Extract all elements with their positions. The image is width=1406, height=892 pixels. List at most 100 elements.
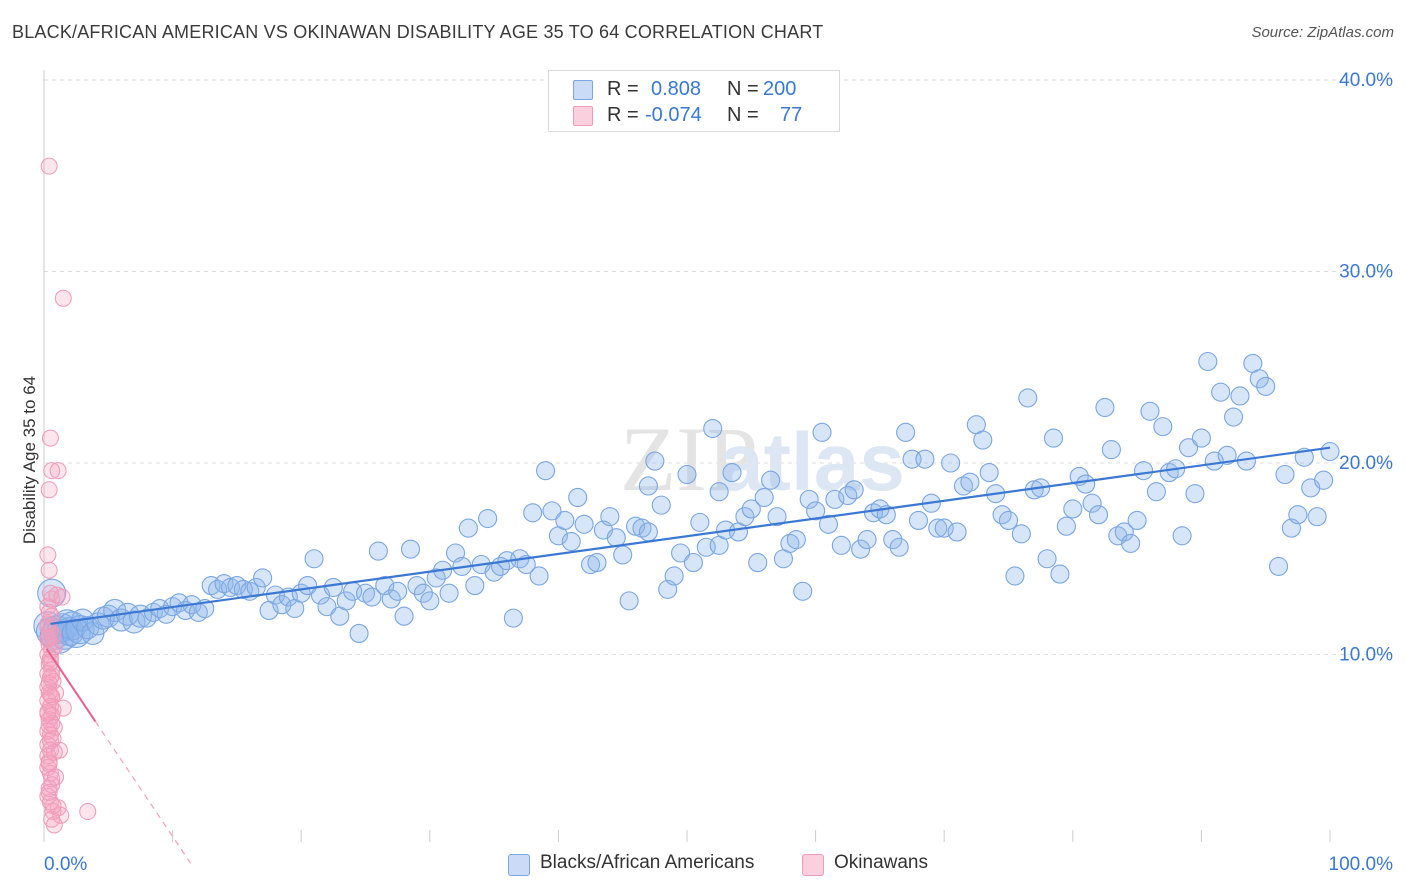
blacks-point (420, 591, 440, 611)
blacks-point (664, 566, 684, 586)
stats-legend: R = 0.808 N = 200 R = -0.074 N = 77 (548, 70, 840, 132)
okinawans-points (39, 157, 97, 834)
okinawans-trendline-extension (94, 721, 192, 864)
blacks-point (568, 487, 588, 508)
blacks-point (1217, 445, 1237, 465)
blacks-point (381, 589, 401, 609)
blacks-point (735, 507, 755, 527)
blacks-point (613, 545, 633, 565)
blacks-point (709, 482, 729, 502)
okinawans-point (44, 797, 62, 815)
blacks-point (1037, 549, 1057, 569)
blacks-point (1249, 369, 1269, 389)
blacks-point (1224, 407, 1244, 427)
legend-swatch-blue (573, 80, 593, 100)
okinawans-point (40, 716, 58, 734)
blacks-point (574, 514, 594, 534)
blacks-point (394, 606, 414, 626)
blacks-point (529, 566, 549, 586)
blacks-point (812, 422, 832, 442)
blacks-point (889, 537, 909, 557)
legend-r-label: R = (607, 104, 639, 126)
blacks-trendline (50, 446, 1331, 625)
blacks-point (998, 510, 1019, 531)
blacks-point (400, 539, 421, 559)
blacks-point (561, 531, 581, 552)
blacks-point (1095, 397, 1115, 418)
blacks-point (1153, 417, 1173, 437)
blacks-point (587, 553, 607, 573)
blacks-point (478, 508, 498, 529)
blacks-point (979, 463, 999, 483)
blacks-point (1056, 516, 1076, 536)
blacks-point (1269, 556, 1289, 576)
blacks-point (645, 451, 665, 471)
legend-r-label: R = (607, 78, 639, 100)
blacks-point (1204, 451, 1224, 471)
blacks-point (1140, 401, 1160, 421)
blacks-points (33, 351, 1340, 654)
blacks-point (973, 430, 993, 450)
blacks-point (1191, 428, 1211, 448)
blacks-point (323, 577, 343, 598)
y-tick-label: 20.0% (1339, 453, 1393, 474)
blacks-point (1050, 564, 1070, 584)
chart-title: BLACK/AFRICAN AMERICAN VS OKINAWAN DISAB… (12, 22, 824, 42)
blacks-point (677, 464, 697, 485)
blacks-point (458, 518, 478, 538)
x-tick-label: 100.0% (1329, 854, 1394, 875)
okinawans-trendline (45, 648, 97, 723)
blacks-point (799, 489, 819, 509)
blacks-point (722, 463, 742, 483)
blacks-point (844, 480, 864, 500)
blacks-point (690, 512, 710, 532)
blacks-point (1178, 438, 1199, 458)
blacks-point (542, 501, 562, 521)
legend-label-okinawans: Okinawans (834, 852, 928, 873)
blacks-point (580, 554, 601, 575)
blacks-point (671, 543, 691, 563)
blacks-point (806, 501, 826, 521)
okinawans-point (45, 816, 63, 834)
blacks-point (825, 489, 845, 509)
blacks-point (626, 516, 646, 536)
blacks-point (523, 503, 543, 523)
blacks-point (439, 583, 459, 603)
blacks-point (156, 604, 176, 624)
okinawans-point (41, 732, 59, 750)
blacks-point (362, 587, 382, 607)
okinawans-point (40, 783, 58, 801)
blacks-point (883, 530, 903, 550)
trendlines (45, 446, 1331, 864)
blacks-point (908, 510, 929, 531)
blacks-point (1275, 464, 1295, 485)
blacks-point (896, 422, 916, 442)
legend-swatch-pink (802, 854, 824, 876)
blacks-point (818, 514, 839, 534)
blacks-point (304, 549, 324, 569)
blacks-point (1172, 526, 1192, 546)
okinawans-point (41, 686, 59, 704)
okinawans-point (43, 770, 61, 788)
blacks-point (426, 568, 446, 588)
blacks-point (1314, 470, 1334, 490)
legend-n-label: N = (727, 78, 759, 100)
blacks-point (683, 553, 703, 573)
okinawans-point (41, 429, 59, 447)
legend-r-value: -0.074 (645, 104, 702, 126)
blacks-point (960, 472, 980, 492)
blacks-point (1198, 351, 1218, 372)
okinawans-point (39, 546, 57, 564)
blacks-point (941, 453, 961, 473)
blacks-point (651, 495, 671, 515)
blacks-point (413, 583, 433, 603)
blacks-point (793, 581, 813, 601)
okinawans-point (40, 481, 58, 499)
tick-labels: 10.0% 20.0% 30.0% 40.0% 0.0% 100.0% (44, 70, 1393, 875)
blacks-point (1320, 441, 1340, 462)
okinawans-point (43, 707, 61, 725)
blacks-point (1043, 428, 1064, 448)
blacks-point (465, 576, 485, 596)
blacks-point (786, 530, 806, 550)
